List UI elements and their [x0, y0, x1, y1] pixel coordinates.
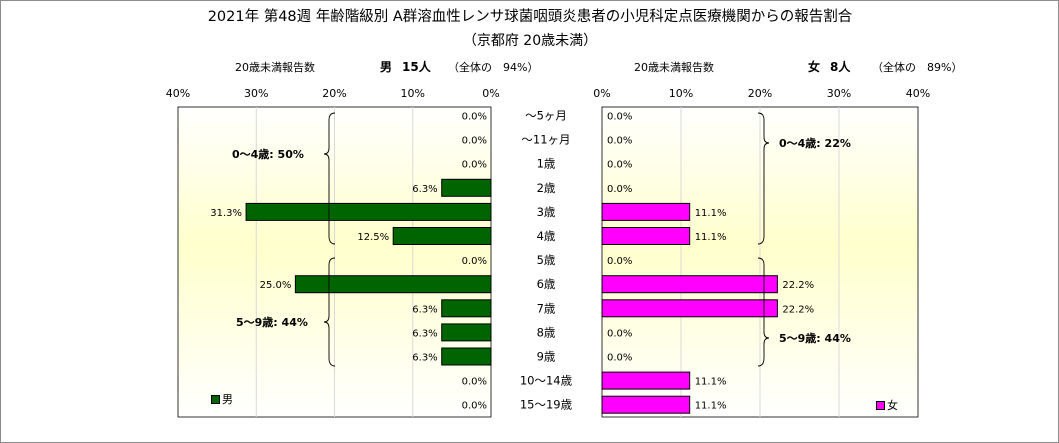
category-label: 〜5ヶ月 — [525, 109, 567, 123]
left-count-label: 15人 — [402, 59, 432, 74]
male-data-label: 0.0% — [462, 401, 487, 412]
female-data-label: 11.1% — [695, 232, 727, 243]
legend-male-label: 男 — [222, 393, 233, 406]
category-labels: 〜5ヶ月〜11ヶ月 1歳 2歳 3歳 4歳 5歳 6歳 7歳 8歳 9歳 10〜14歳 15〜19歳 — [520, 109, 573, 412]
left-x-tick-label: 10% — [401, 87, 425, 100]
category-label: 9歳 — [537, 350, 556, 364]
male-bar — [392, 227, 492, 245]
male-data-label: 6.3% — [412, 353, 437, 364]
female-data-label: 0.0% — [607, 112, 632, 123]
right-x-tick-label: 40% — [906, 87, 930, 100]
category-label: 10〜14歳 — [520, 374, 573, 388]
category-label: 7歳 — [537, 301, 556, 315]
category-label: 4歳 — [537, 229, 556, 243]
right-x-tick-label: 30% — [827, 87, 851, 100]
right-share-label: （全体の 89%） — [872, 60, 962, 74]
female-bar — [601, 275, 778, 294]
male-data-label: 6.3% — [412, 184, 437, 195]
left-group-label-5-9: 5〜9歳: 44% — [236, 315, 308, 329]
right-x-tick-label: 20% — [748, 87, 772, 100]
male-bar — [441, 299, 492, 318]
bars: 0.0% 0.0% 0.0% 0.0% 0.0% 0.0% 6.3% 0.0% 31.3% 11.… — [210, 112, 814, 414]
left-brace-0-4 — [323, 112, 336, 245]
legend-female-label: 女 — [887, 399, 898, 412]
right-header-label: 20歳未満報告数 — [634, 61, 714, 74]
legend-male: 男 — [211, 391, 233, 407]
male-data-label: 25.0% — [260, 280, 292, 291]
female-data-label: 0.0% — [607, 160, 632, 171]
male-bar — [245, 202, 492, 221]
right-brace-5-9 — [757, 257, 770, 367]
male-data-label: 0.0% — [462, 377, 487, 388]
left-header-label: 20歳未満報告数 — [235, 61, 315, 74]
male-bar — [441, 178, 492, 197]
category-label: 1歳 — [537, 157, 556, 171]
left-x-tick-label: 0% — [482, 87, 499, 100]
right-brace-0-4 — [757, 112, 770, 245]
male-data-label: 0.0% — [462, 112, 487, 123]
female-data-label: 22.2% — [782, 304, 814, 315]
female-data-label: 11.1% — [695, 208, 727, 219]
left-sex-label: 男 — [380, 60, 392, 74]
female-data-label: 0.0% — [607, 184, 632, 195]
female-data-label: 11.1% — [695, 401, 727, 412]
male-data-label: 6.3% — [412, 304, 437, 315]
male-data-label: 31.3% — [210, 208, 242, 219]
axis-ticks: 0% 0% 10% 10% 20% 20% 30% 30% 40% 40% — [166, 87, 930, 100]
male-data-label: 0.0% — [462, 256, 487, 267]
female-data-label: 0.0% — [607, 353, 632, 364]
category-label: 〜11ヶ月 — [521, 133, 570, 147]
male-bar — [294, 275, 492, 294]
chart-subtitle: （京都府 20歳未満） — [463, 33, 597, 49]
category-label: 2歳 — [537, 181, 556, 195]
female-bar — [601, 371, 691, 390]
right-sex-label: 女 — [808, 59, 820, 74]
left-x-tick-label: 20% — [322, 87, 346, 100]
female-data-label: 0.0% — [607, 256, 632, 267]
female-data-label: 0.0% — [607, 136, 632, 147]
female-bar — [601, 395, 691, 414]
left-brace-5-9 — [323, 257, 336, 367]
legend-female-swatch — [876, 400, 885, 410]
male-data-label: 12.5% — [357, 232, 389, 243]
male-data-label: 6.3% — [412, 328, 437, 339]
male-bar — [441, 347, 492, 366]
male-data-label: 0.0% — [462, 136, 487, 147]
female-data-label: 11.1% — [695, 377, 727, 388]
right-x-tick-label: 0% — [593, 87, 610, 100]
right-x-tick-label: 10% — [669, 87, 693, 100]
legend-male-swatch — [211, 394, 220, 404]
female-data-label: 22.2% — [782, 280, 814, 291]
legend-female: 女 — [876, 397, 898, 413]
left-share-label: （全体の 94%） — [448, 60, 538, 74]
female-bar — [601, 202, 691, 221]
category-label: 5歳 — [537, 253, 556, 267]
left-x-tick-label: 40% — [166, 87, 190, 100]
right-group-label-5-9: 5〜9歳: 44% — [779, 331, 851, 345]
right-group-label-0-4: 0〜4歳: 22% — [779, 136, 851, 150]
left-x-tick-label: 30% — [244, 87, 268, 100]
left-group-label-0-4: 0〜4歳: 50% — [232, 147, 304, 161]
right-count-label: 8人 — [830, 59, 851, 74]
category-label: 15〜19歳 — [520, 398, 573, 412]
chart-title: 2021年 第48週 年齢階級別 A群溶血性レンサ球菌咽頭炎患者の小児科定点医療… — [208, 7, 853, 25]
male-bar — [441, 323, 492, 342]
category-label: 8歳 — [537, 325, 556, 339]
category-label: 6歳 — [537, 277, 556, 291]
female-bar — [601, 299, 778, 318]
female-bar — [601, 227, 691, 245]
category-label: 3歳 — [537, 205, 556, 219]
male-data-label: 0.0% — [462, 160, 487, 171]
female-data-label: 0.0% — [607, 328, 632, 339]
